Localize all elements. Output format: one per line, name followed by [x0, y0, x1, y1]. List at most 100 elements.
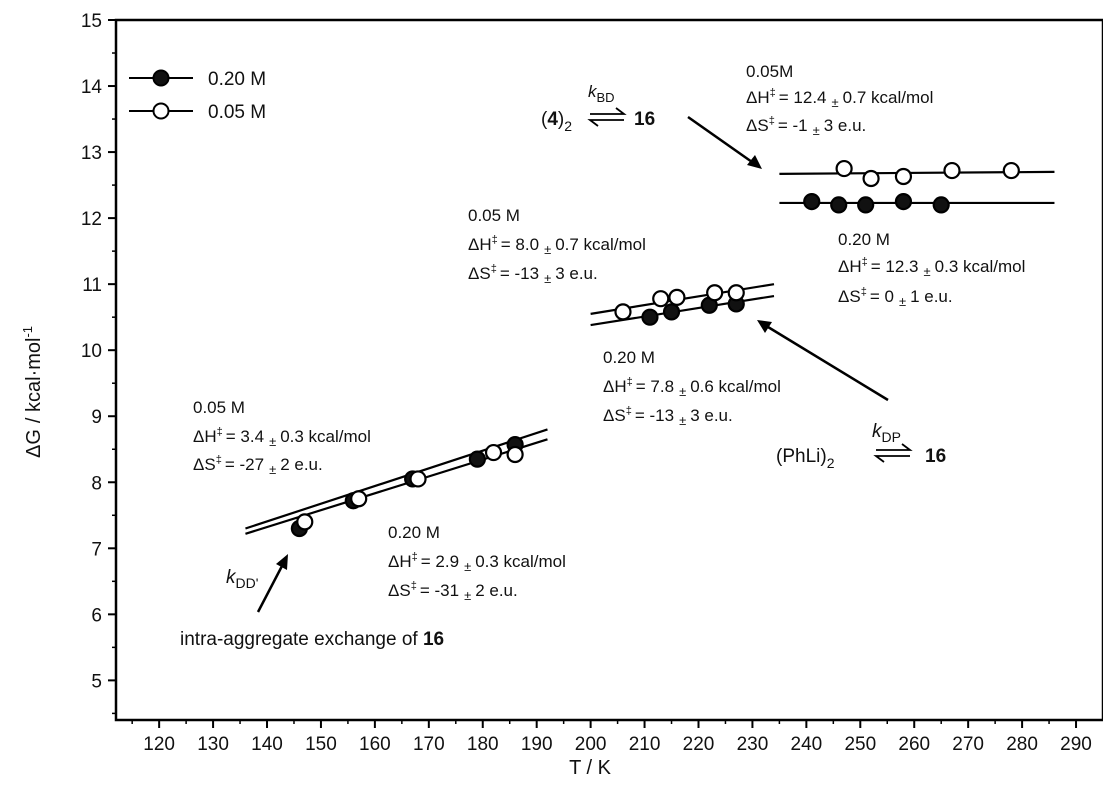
kbd-pointer-arrow — [687, 115, 762, 169]
x-tick-label-260: 260 — [898, 734, 930, 755]
exchange-note: intra-aggregate exchange of 16 — [180, 629, 444, 650]
kdd-rate-label: kDD' — [226, 567, 258, 591]
kbd-equilibrium-arrows — [587, 107, 627, 127]
kbd-rate-label: kBD — [588, 82, 615, 105]
kbd-05M-enthalpy: ΔH‡ = 12.4 ±0.7 kcal/mol — [746, 87, 933, 110]
point-kbd-filled-0 — [803, 193, 821, 211]
tick-labels: 120 130 140 150 160 170 180 190 200 210 220 230 240 2… — [81, 11, 1092, 755]
legend-label-0-20M: 0.20 M — [208, 69, 266, 90]
x-tick-label-220: 220 — [683, 734, 715, 755]
y-tick-label-8: 8 — [91, 473, 102, 494]
point-kbd-filled-4 — [932, 196, 950, 214]
kbd-05M-conc: 0.05M — [746, 62, 793, 81]
kdd-20M-conc: 0.20 M — [388, 523, 440, 542]
point-kbd-open-0 — [835, 159, 853, 178]
legend-marker-open — [152, 102, 170, 120]
x-tick-label-270: 270 — [952, 734, 984, 755]
point-kdp-filled-1 — [662, 303, 681, 321]
kbd-reactant: (4)2 — [541, 109, 572, 134]
y-tick-label-12: 12 — [81, 209, 102, 230]
data-points — [290, 159, 1020, 538]
point-kbd-filled-2 — [857, 196, 875, 214]
kdd-pointer-arrow — [256, 554, 288, 613]
plot-frame — [114, 18, 1103, 722]
kdp-20M-annotation: 0.20 M ΔH‡ = 7.8 ±0.6 kcal/mol ΔS‡ = -13 ±3 … — [603, 348, 781, 428]
x-tick-label-240: 240 — [791, 734, 823, 755]
kdp-reactant: (PhLi)2 — [776, 446, 835, 471]
axis-ticks — [108, 19, 1078, 728]
kbd-05M-entropy: ΔS‡ = -1 ±3 e.u. — [746, 115, 866, 138]
x-tick-label-120: 120 — [143, 734, 175, 755]
kdd-05M-entropy: ΔS‡ = -27 ±2 e.u. — [193, 454, 323, 477]
kdp-equilibrium-arrows — [873, 443, 913, 463]
y-tick-label-5: 5 — [91, 671, 102, 692]
kdp-20M-entropy: ΔS‡ = -13 ±3 e.u. — [603, 405, 733, 428]
x-tick-label-130: 130 — [197, 734, 229, 755]
kdp-equilibrium: kDP (PhLi)2 16 — [757, 320, 946, 471]
kdp-product: 16 — [925, 446, 946, 467]
x-tick-label-290: 290 — [1060, 734, 1092, 755]
legend-marker-filled — [152, 69, 170, 87]
point-kdp-open-3 — [706, 284, 724, 302]
x-tick-label-170: 170 — [413, 734, 445, 755]
kdp-05M-enthalpy: ΔH‡ = 8.0 ±0.7 kcal/mol — [468, 234, 646, 257]
kdd-20M-enthalpy: ΔH‡ = 2.9 ±0.3 kcal/mol — [388, 551, 566, 574]
kdd-05M-enthalpy: ΔH‡ = 3.4 ±0.3 kcal/mol — [193, 426, 371, 449]
kdp-20M-enthalpy: ΔH‡ = 7.8 ±0.6 kcal/mol — [603, 376, 781, 399]
kdd-05M-conc: 0.05 M — [193, 398, 245, 417]
y-tick-label-14: 14 — [81, 77, 103, 98]
x-tick-label-190: 190 — [521, 734, 553, 755]
legend-entry-0-05M: 0.05 M — [129, 102, 266, 123]
point-kdp-open-4 — [727, 284, 745, 302]
x-tick-label-160: 160 — [359, 734, 391, 755]
y-tick-label-13: 13 — [81, 143, 102, 164]
kbd-20M-annotation: 0.20 M ΔH‡ = 12.3 ±0.3 kcal/mol ΔS‡ = 0 ±1 e… — [838, 230, 1025, 309]
y-tick-label-7: 7 — [91, 539, 102, 560]
point-kdd-open-1 — [350, 490, 368, 508]
kdp-20M-conc: 0.20 M — [603, 348, 655, 367]
kdp-pointer-arrow — [757, 320, 889, 402]
point-kdp-open-1 — [652, 290, 670, 308]
y-tick-label-9: 9 — [91, 407, 102, 428]
kdp-05M-annotation: 0.05 M ΔH‡ = 8.0 ±0.7 kcal/mol ΔS‡ = -13 ±3 … — [468, 206, 646, 286]
point-kbd-open-2 — [894, 167, 913, 186]
y-tick-label-6: 6 — [91, 605, 102, 626]
kbd-20M-enthalpy: ΔH‡ = 12.3 ±0.3 kcal/mol — [838, 256, 1025, 279]
kbd-05M-annotation: 0.05M ΔH‡ = 12.4 ±0.7 kcal/mol ΔS‡ = -1 ±3 e… — [746, 62, 933, 138]
kdp-05M-conc: 0.05 M — [468, 206, 520, 225]
y-tick-label-11: 11 — [82, 275, 102, 296]
x-tick-label-180: 180 — [467, 734, 499, 755]
kdp-rate-label: kDP — [872, 421, 901, 445]
point-kbd-open-4 — [1002, 161, 1020, 180]
legend: 0.20 M 0.05 M — [129, 69, 266, 123]
point-kdd-open-3 — [484, 443, 503, 462]
kbd-product: 16 — [634, 109, 655, 130]
kbd-20M-conc: 0.20 M — [838, 230, 890, 249]
point-kdp-filled-0 — [641, 308, 659, 326]
kdd-05M-annotation: 0.05 M ΔH‡ = 3.4 ±0.3 kcal/mol ΔS‡ = -27 ±2 … — [193, 398, 371, 477]
x-tick-label-210: 210 — [629, 734, 661, 755]
x-tick-label-150: 150 — [305, 734, 337, 755]
kbd-equilibrium: kBD (4)2 16 — [541, 82, 762, 169]
point-kbd-filled-3 — [894, 193, 913, 211]
point-kbd-filled-1 — [830, 196, 848, 214]
fit-line-1 — [245, 438, 548, 535]
y-tick-label-10: 10 — [81, 341, 102, 362]
x-tick-label-200: 200 — [575, 734, 607, 755]
point-kdd-open-4 — [506, 445, 524, 464]
x-tick-label-250: 250 — [844, 734, 876, 755]
point-kdp-open-2 — [668, 288, 686, 306]
point-kbd-open-1 — [862, 169, 880, 188]
legend-entry-0-20M: 0.20 M — [129, 69, 266, 90]
point-kbd-open-3 — [943, 161, 961, 180]
point-kdd-filled-3 — [468, 450, 486, 468]
point-kdp-open-0 — [614, 303, 632, 321]
y-axis-title: ΔG/ kcal·mol-1 — [20, 326, 45, 458]
kdd-20M-annotation: 0.20 M ΔH‡ = 2.9 ±0.3 kcal/mol ΔS‡ = -31 ±2 … — [388, 523, 566, 603]
legend-label-0-05M: 0.05 M — [208, 102, 266, 123]
x-tick-label-280: 280 — [1006, 734, 1038, 755]
x-tick-label-140: 140 — [251, 734, 283, 755]
kbd-20M-entropy: ΔS‡ = 0 ±1 e.u. — [838, 286, 953, 309]
point-kdd-open-0 — [296, 513, 314, 531]
x-axis-title: T / K — [569, 757, 612, 779]
